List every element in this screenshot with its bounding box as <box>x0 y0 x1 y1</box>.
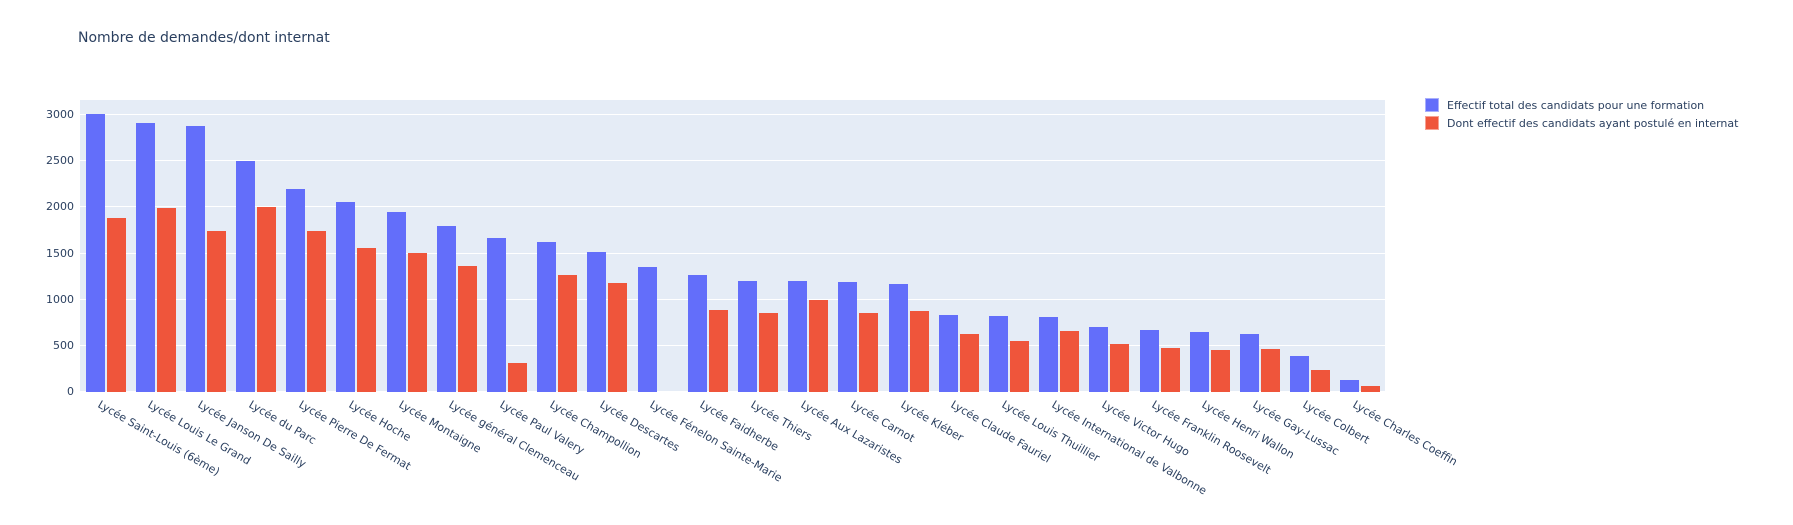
bar-total[interactable] <box>888 284 908 392</box>
bar-total[interactable] <box>988 316 1008 392</box>
bar-total[interactable] <box>537 241 557 392</box>
bar-internat[interactable] <box>257 206 277 392</box>
bar-internat[interactable] <box>106 217 126 392</box>
y-tick-label: 1000 <box>46 292 74 306</box>
bar-total[interactable] <box>687 274 707 392</box>
bar-internat[interactable] <box>1009 341 1029 392</box>
bar-total[interactable] <box>286 189 306 392</box>
legend-item[interactable]: Dont effectif des candidats ayant postul… <box>1425 114 1738 132</box>
bar-internat[interactable] <box>1160 347 1180 392</box>
y-tick-label: 2000 <box>46 200 74 214</box>
bar-internat[interactable] <box>1361 385 1381 392</box>
legend-label: Effectif total des candidats pour une fo… <box>1447 98 1705 112</box>
bar-total[interactable] <box>738 281 757 392</box>
bar-internat[interactable] <box>407 252 427 392</box>
bar-total[interactable] <box>487 237 507 392</box>
bar-internat[interactable] <box>759 312 778 392</box>
bar-internat[interactable] <box>156 208 176 392</box>
bar-total[interactable] <box>637 267 657 392</box>
bar-total[interactable] <box>838 282 858 392</box>
y-tick-label: 500 <box>53 338 74 352</box>
legend-label: Dont effectif des candidats ayant postul… <box>1447 116 1739 130</box>
chart-title: Nombre de demandes/dont internat <box>78 30 330 46</box>
bar-total[interactable] <box>1340 380 1360 392</box>
grid-line <box>80 344 1385 346</box>
bar-total[interactable] <box>587 251 607 392</box>
bar-internat[interactable] <box>1260 348 1280 392</box>
bar-total[interactable] <box>236 161 256 392</box>
x-tick-label: Lycée Montaigne <box>396 398 484 456</box>
y-tick-label: 3000 <box>46 108 74 122</box>
bar-internat[interactable] <box>959 333 979 392</box>
bar-total[interactable] <box>135 122 155 392</box>
bar-total[interactable] <box>1039 317 1059 392</box>
bar-internat[interactable] <box>909 310 929 392</box>
bar-total[interactable] <box>185 126 205 392</box>
grid-line <box>80 252 1385 254</box>
bar-total[interactable] <box>938 314 958 392</box>
y-tick-label: 0 <box>67 385 74 398</box>
bar-total[interactable] <box>788 281 808 392</box>
bar-internat[interactable] <box>1110 344 1130 392</box>
bar-total[interactable] <box>1290 356 1310 392</box>
bar-internat[interactable] <box>357 248 377 392</box>
bar-internat[interactable] <box>1210 349 1230 392</box>
bar-total[interactable] <box>336 201 356 392</box>
y-tick-label: 1500 <box>46 246 74 260</box>
bar-total[interactable] <box>1189 332 1209 392</box>
bar-internat[interactable] <box>307 230 327 392</box>
bar-internat[interactable] <box>558 274 578 392</box>
bar-total[interactable] <box>85 114 105 392</box>
bar-total[interactable] <box>436 225 456 392</box>
grid-line <box>80 206 1385 208</box>
grid-line <box>80 160 1385 162</box>
bar-internat[interactable] <box>809 299 829 392</box>
bar-internat[interactable] <box>1311 369 1331 392</box>
grid-line <box>80 391 1385 392</box>
y-tick-label: 2500 <box>46 154 74 168</box>
bar-total[interactable] <box>1089 326 1109 392</box>
bar-internat[interactable] <box>708 309 728 392</box>
legend: Effectif total des candidats pour une fo… <box>1425 96 1738 132</box>
x-tick-label: Lycée Paul Valery <box>497 398 587 457</box>
bar-internat[interactable] <box>608 283 628 392</box>
grid-line <box>80 298 1385 300</box>
legend-swatch-icon <box>1425 98 1439 112</box>
bar-internat[interactable] <box>457 265 477 392</box>
grid-line <box>80 114 1385 116</box>
bar-total[interactable] <box>1139 330 1159 392</box>
legend-item[interactable]: Effectif total des candidats pour une fo… <box>1425 96 1738 114</box>
bar-internat[interactable] <box>508 363 528 392</box>
bar-total[interactable] <box>386 212 406 392</box>
bar-total[interactable] <box>1239 333 1259 392</box>
legend-swatch-icon <box>1425 116 1439 130</box>
x-tick-label: Lycée Champollion <box>547 398 644 461</box>
plot-area <box>80 100 1385 392</box>
bar-internat[interactable] <box>206 231 226 392</box>
bar-internat[interactable] <box>859 312 879 392</box>
bar-internat[interactable] <box>1060 331 1080 392</box>
